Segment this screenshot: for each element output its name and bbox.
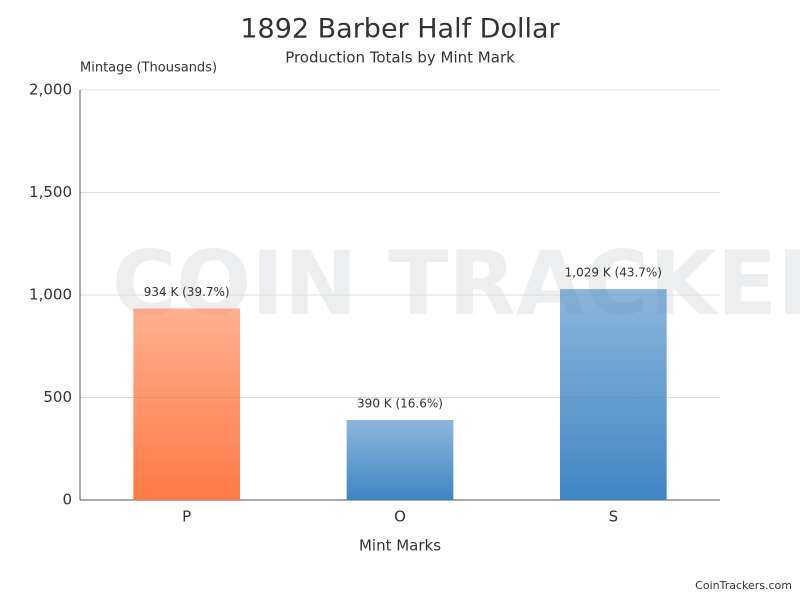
chart-title: 1892 Barber Half Dollar	[240, 14, 560, 45]
x-tick-label: O	[394, 508, 406, 526]
x-tick-label: S	[609, 508, 619, 526]
value-label: 390 K (16.6%)	[357, 397, 443, 411]
y-axis-label: Mintage (Thousands)	[80, 61, 217, 76]
y-tick-label: 2,000	[29, 81, 72, 99]
bar	[133, 308, 240, 500]
value-label: 1,029 K (43.7%)	[565, 266, 662, 280]
chart-subtitle: Production Totals by Mint Mark	[285, 49, 515, 67]
x-tick-label: P	[182, 508, 191, 526]
bar	[346, 420, 454, 500]
y-tick-label: 500	[43, 388, 72, 406]
y-tick-label: 1,000	[29, 286, 72, 304]
value-label: 934 K (39.7%)	[144, 285, 230, 299]
x-axis-label: Mint Marks	[359, 537, 441, 555]
y-tick-label: 1,500	[29, 183, 72, 201]
source: CoinTrackers.com	[695, 579, 792, 592]
bar	[560, 289, 667, 500]
y-tick-label: 0	[62, 491, 72, 509]
